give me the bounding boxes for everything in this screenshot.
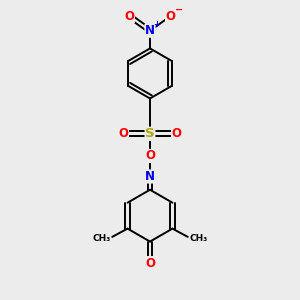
Text: CH₃: CH₃ [92,234,111,243]
Text: −: − [175,4,183,14]
Text: N: N [145,24,155,37]
Text: O: O [166,10,176,22]
Text: O: O [124,10,134,22]
Text: O: O [145,149,155,162]
Text: O: O [145,256,155,270]
Text: S: S [145,127,155,140]
Text: O: O [118,127,128,140]
Text: N: N [145,170,155,183]
Text: +: + [153,20,160,29]
Text: O: O [172,127,182,140]
Text: CH₃: CH₃ [189,234,208,243]
